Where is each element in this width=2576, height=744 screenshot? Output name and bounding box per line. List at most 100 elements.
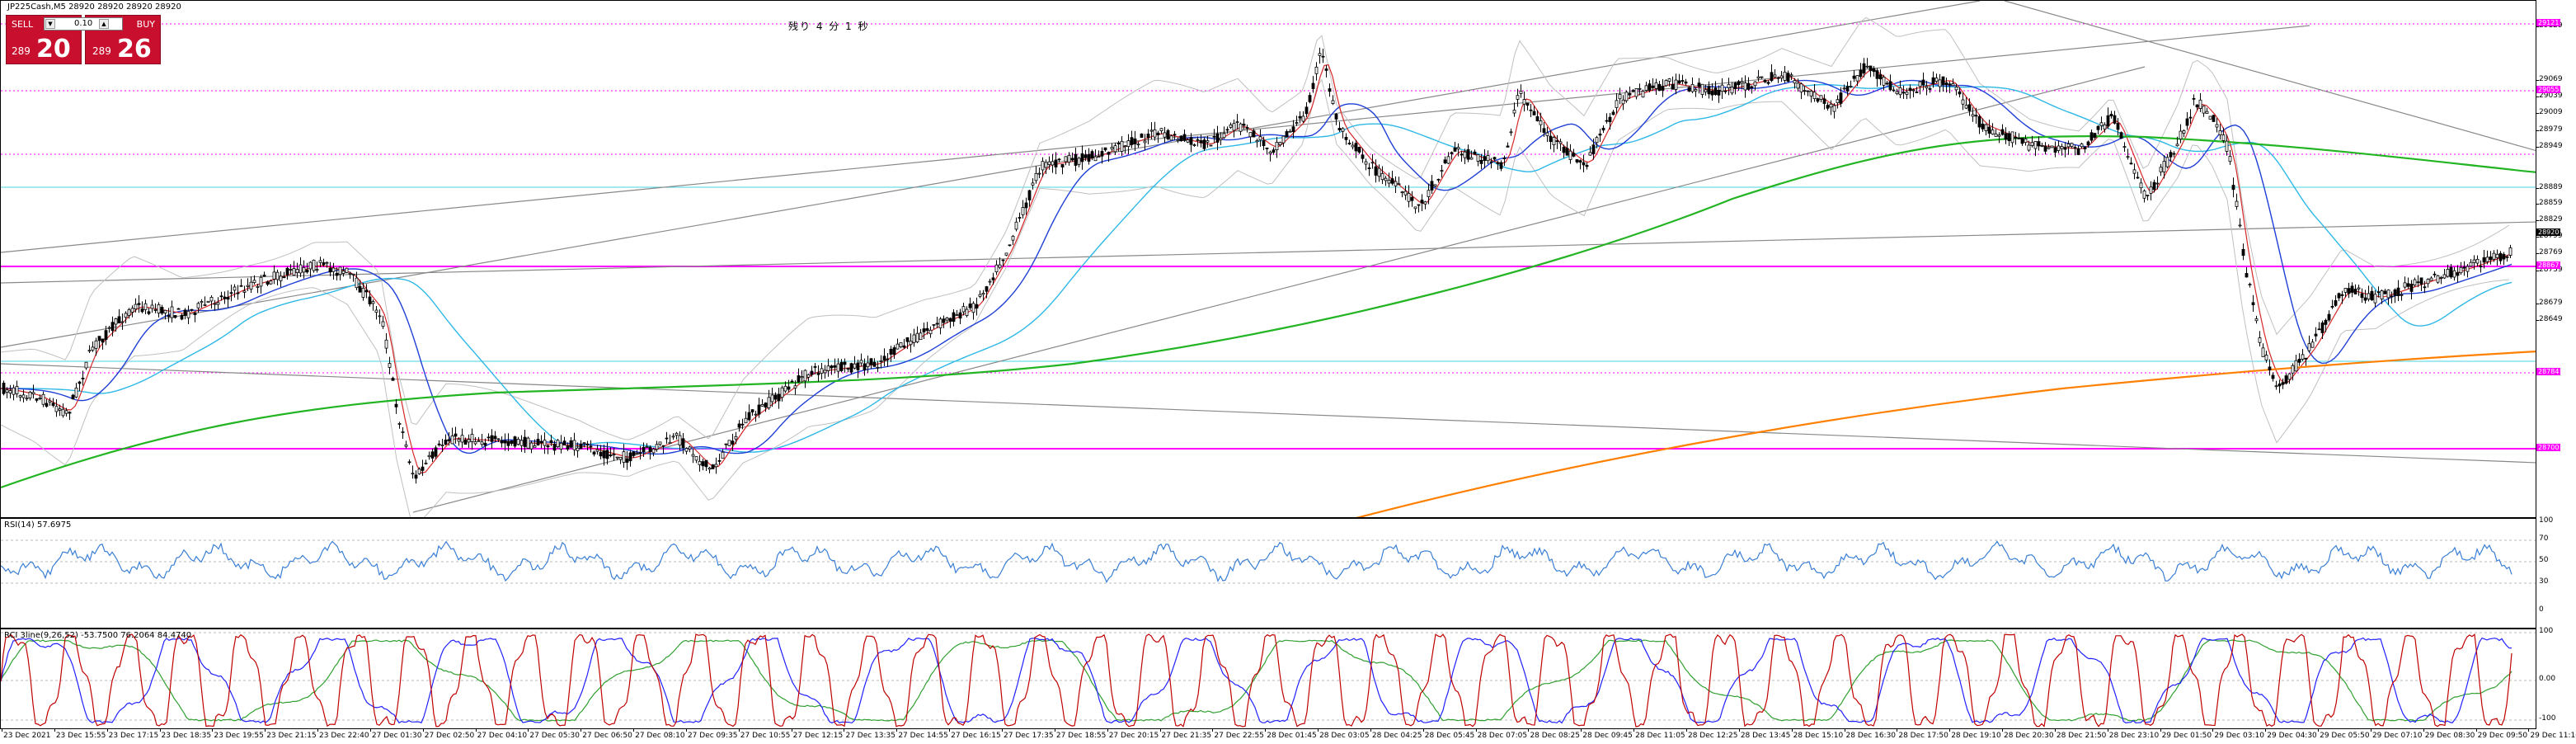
candlestick: [2297, 353, 2301, 366]
candlestick: [2449, 264, 2453, 279]
candlestick: [1948, 81, 1952, 93]
sell-button[interactable]: SELL 289 20: [6, 15, 82, 64]
price-tick-label: 29039: [2539, 92, 2563, 100]
ma-long-line[interactable]: [1353, 351, 2536, 518]
trend-line[interactable]: [2004, 1, 2536, 152]
time-tick-label: 29 Dec 01:50: [2161, 732, 2212, 740]
candlestick: [1605, 113, 1609, 124]
candlestick: [546, 444, 550, 454]
candlestick: [1878, 69, 1883, 86]
candlestick: [552, 440, 557, 455]
candlestick: [895, 338, 900, 350]
candlestick: [1967, 98, 1972, 116]
candlestick: [1288, 129, 1292, 133]
candlestick: [477, 436, 481, 442]
candlestick: [602, 445, 606, 466]
candlestick: [2373, 290, 2377, 308]
candlestick: [2406, 277, 2410, 290]
rsi-pane[interactable]: RSI(14) 57.6975: [0, 518, 2536, 629]
candlestick: [1476, 154, 1480, 167]
candlestick: [912, 328, 916, 347]
candlestick: [91, 341, 95, 352]
rci-canvas[interactable]: [1, 629, 2536, 729]
candlestick: [961, 303, 966, 316]
candlestick: [1562, 144, 1566, 158]
trend-line[interactable]: [1, 363, 2536, 464]
candlestick: [2436, 275, 2440, 285]
candlestick: [209, 295, 214, 309]
candlestick: [2152, 179, 2156, 193]
candlestick: [1552, 135, 1556, 153]
time-tickmark: [685, 729, 687, 732]
rsi-line[interactable]: [1, 540, 2513, 583]
price-tickmark: [2536, 80, 2539, 81]
candlestick: [1097, 150, 1101, 158]
price-tick-label: 28679: [2539, 299, 2563, 307]
time-tick-label: 29 Dec 08:30: [2424, 732, 2475, 740]
candlestick: [1463, 148, 1467, 164]
rci-short-line[interactable]: [1, 633, 2513, 728]
rci-pane[interactable]: RCI 3line(9,26,52) -53.7500 76.2064 84.4…: [0, 629, 2536, 729]
time-tick-label: 28 Dec 04:25: [1371, 732, 1422, 740]
chevron-up-icon[interactable]: ▲: [99, 19, 109, 29]
buy-button[interactable]: BUY 289 26: [85, 15, 161, 64]
candlestick: [942, 315, 946, 328]
candlestick: [1885, 80, 1889, 86]
candlestick: [2459, 261, 2463, 275]
time-tickmark: [1738, 729, 1740, 732]
candlestick: [394, 398, 398, 414]
price-chart-canvas[interactable]: [1, 1, 2536, 518]
candlestick: [2489, 251, 2493, 265]
trend-line[interactable]: [412, 66, 2146, 513]
candlestick: [2089, 129, 2094, 143]
candlestick: [2400, 291, 2404, 301]
trend-line[interactable]: [1, 1, 1981, 348]
candlestick: [1387, 172, 1391, 188]
candlestick: [1733, 81, 1737, 95]
candlestick: [1549, 129, 1553, 149]
time-tickmark: [738, 729, 740, 732]
candlestick: [1054, 152, 1058, 175]
candlestick: [523, 429, 527, 454]
symbol-info: JP225Cash,M5 28920 28920 28920 28920: [7, 2, 181, 12]
candlestick: [1153, 121, 1157, 141]
candlestick: [1120, 136, 1124, 157]
candlestick: [1176, 137, 1180, 144]
buy-price-prefix: 289: [92, 45, 111, 57]
candlestick: [2360, 288, 2364, 304]
lot-size-field[interactable]: ▼ 0.10 ▲: [44, 17, 123, 31]
candlestick: [1519, 84, 1523, 98]
time-tick-label: 27 Dec 10:55: [740, 732, 791, 740]
candlestick: [1225, 126, 1229, 134]
ma-slow-line[interactable]: [1, 83, 2513, 453]
candlestick: [2037, 136, 2041, 151]
candlestick: [213, 299, 217, 311]
candlestick: [909, 333, 913, 353]
candlestick: [74, 383, 78, 398]
candlestick: [1555, 134, 1559, 149]
candlestick: [2215, 117, 2219, 133]
candlestick: [200, 299, 204, 308]
candlestick: [1100, 147, 1104, 164]
ma-200-line[interactable]: [1, 135, 2536, 489]
candlestick: [454, 426, 458, 444]
ma-mid-line[interactable]: [1, 79, 2513, 455]
time-tickmark: [1159, 729, 1161, 732]
price-chart-pane[interactable]: JP225Cash,M5 28920 28920 28920 28920 残り …: [0, 0, 2536, 518]
time-tick-label: 28 Dec 03:05: [1319, 732, 1370, 740]
candlestick: [180, 313, 184, 321]
candlestick: [1697, 78, 1701, 94]
candlestick: [1126, 134, 1131, 155]
price-tickmark: [2536, 26, 2539, 27]
rci-mid-line[interactable]: [1, 637, 2513, 724]
rsi-canvas[interactable]: [1, 519, 2536, 629]
trend-line[interactable]: [1, 221, 2536, 284]
candlestick: [2212, 114, 2216, 122]
rci-long-line[interactable]: [1, 639, 2513, 722]
candlestick: [275, 269, 280, 286]
chevron-down-icon[interactable]: ▼: [45, 19, 55, 29]
ma-fast-line[interactable]: [1, 64, 2513, 473]
candlestick: [790, 379, 794, 383]
candlestick: [1865, 58, 1869, 68]
candlestick: [698, 454, 702, 472]
